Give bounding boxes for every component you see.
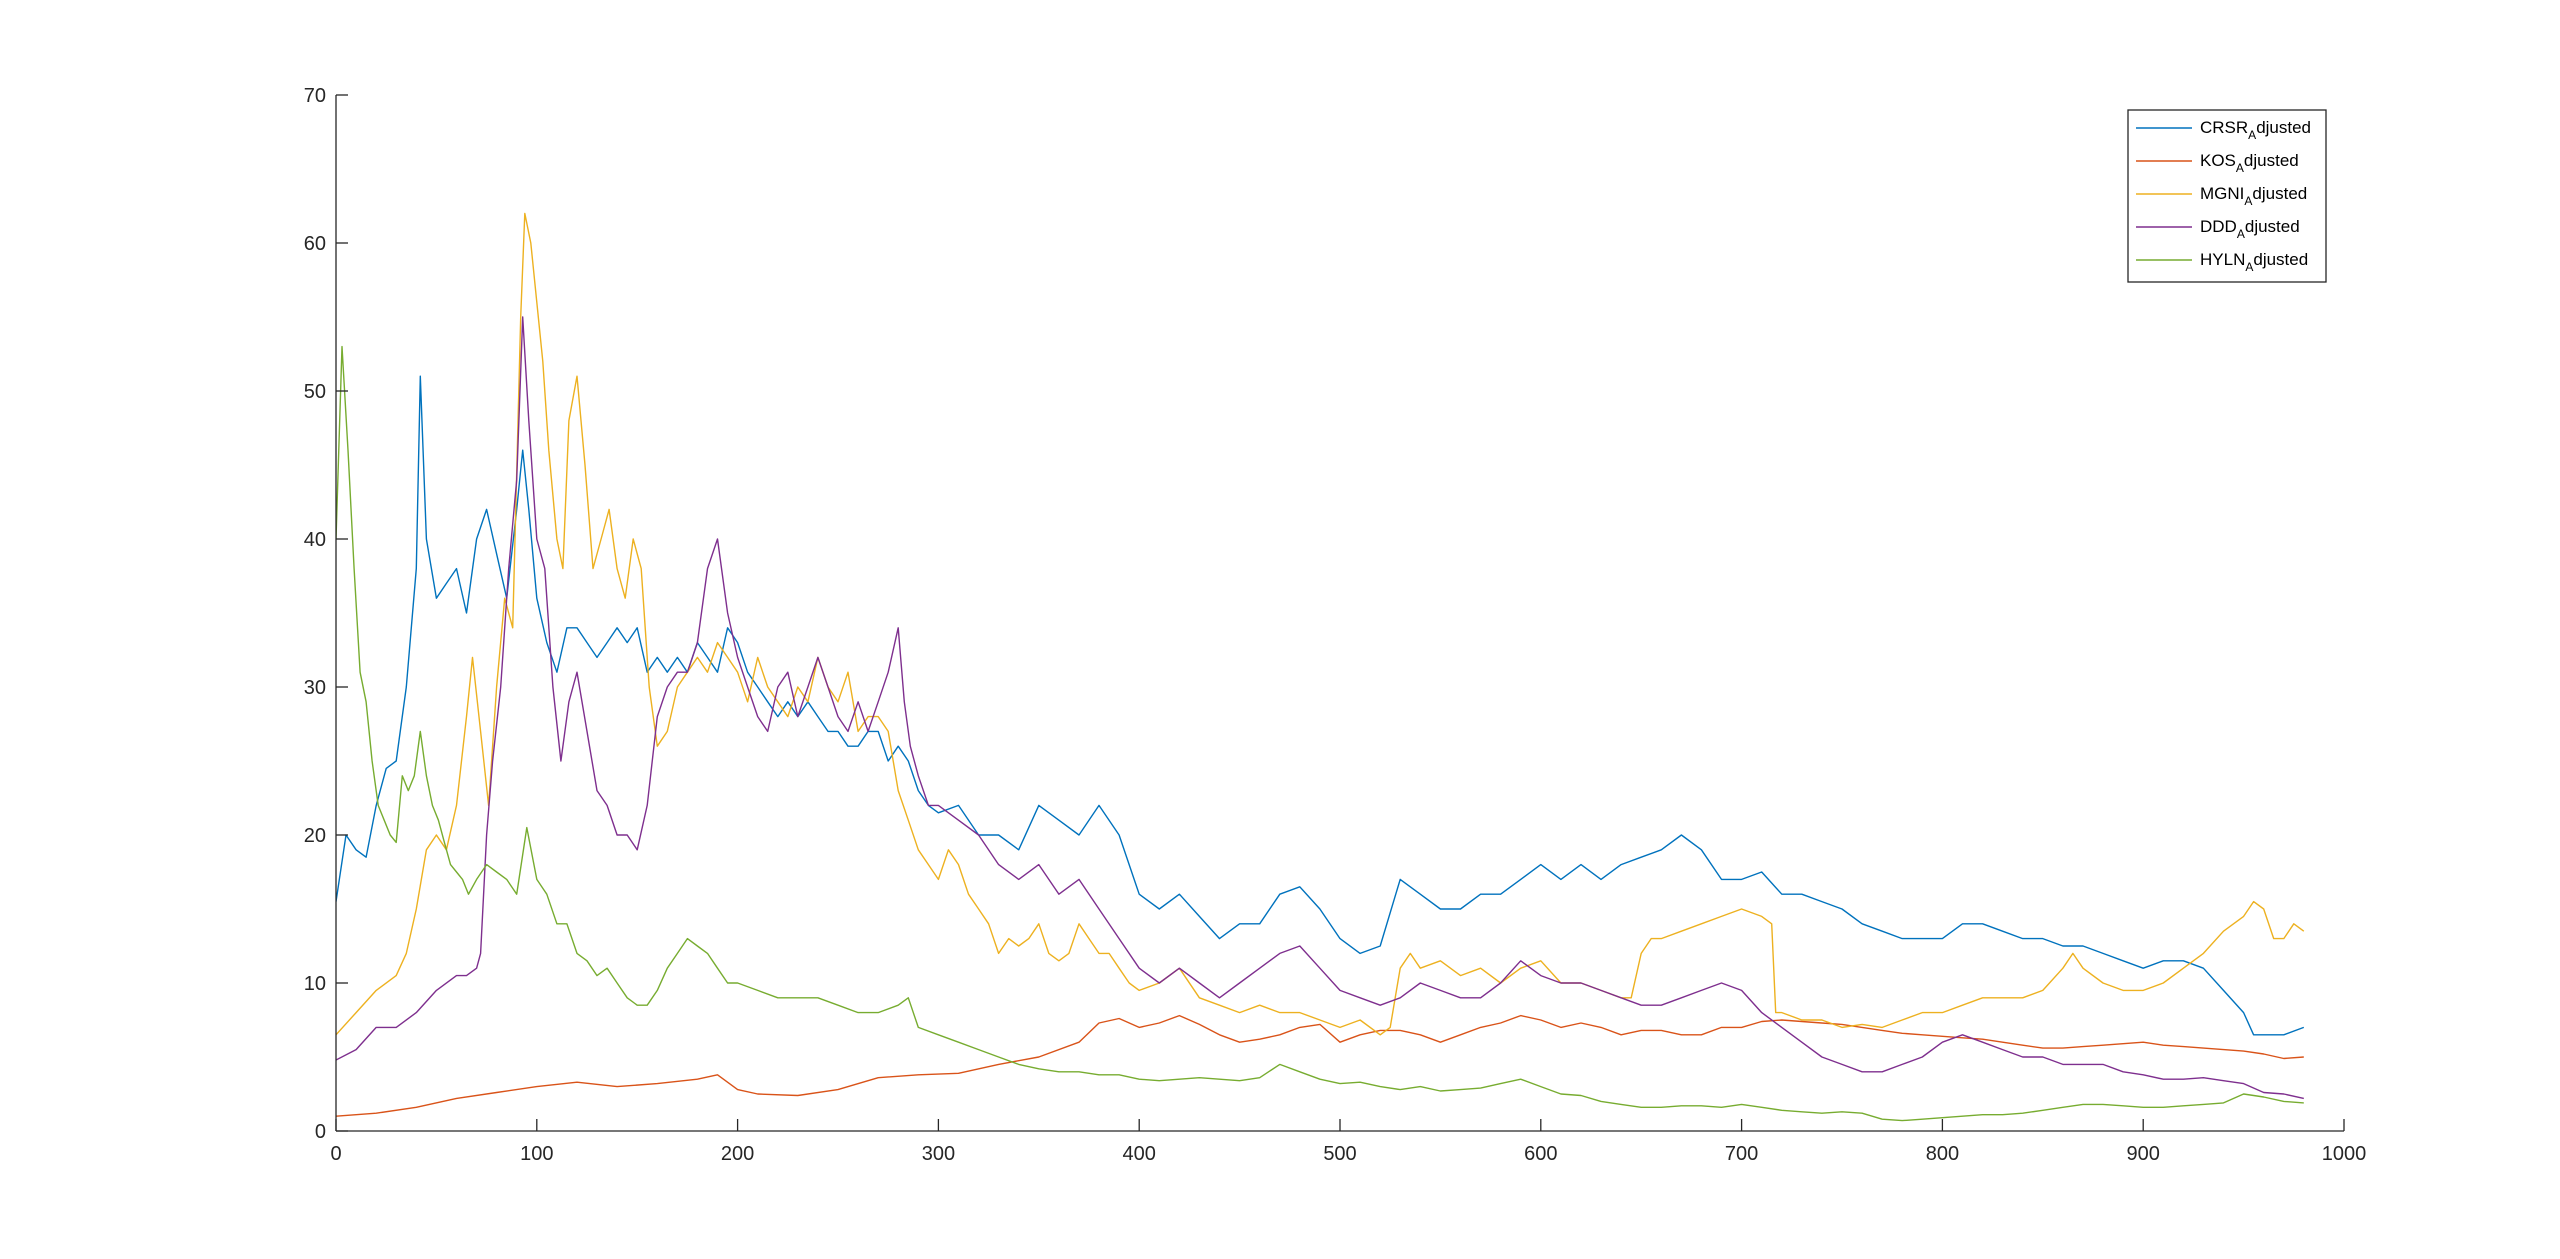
series-line-mgni [336, 212, 2305, 1036]
x-tick-label: 400 [1123, 1143, 1156, 1165]
x-tick-label: 1000 [2322, 1143, 2367, 1165]
x-tick-label: 500 [1323, 1143, 1356, 1165]
plot-area [336, 212, 2305, 1122]
legend-label-kos: KOSAdjusted [2200, 151, 2299, 175]
legend-box [2127, 109, 2327, 283]
series-line-kos [336, 1014, 2304, 1117]
legend-label-crsr: CRSRAdjusted [2200, 118, 2311, 142]
y-tick-label: 10 [304, 973, 326, 995]
x-ticks: 0 100 200 300 400 500 600 700 800 900 1000 [330, 1119, 2366, 1165]
axes-layer: 0 100 200 300 400 500 600 700 800 900 1000 0 10 20 30… [304, 85, 2367, 1165]
x-tick-label: 200 [721, 1143, 754, 1165]
series-line-ddd [336, 316, 2304, 1100]
y-tick-label: 30 [304, 677, 326, 699]
legend: CRSRAdjusted KOSAdjusted MGNIAdjusted DDDAd… [2127, 109, 2327, 283]
y-tick-label: 60 [304, 233, 326, 255]
series-layer [336, 212, 2305, 1122]
legend-label-hyln: HYLNAdjusted [2200, 250, 2308, 274]
y-tick-label: 70 [304, 85, 326, 107]
y-tick-label: 40 [304, 529, 326, 551]
series-line-hyln [336, 345, 2304, 1122]
y-ticks: 0 10 20 30 40 50 60 70 [304, 85, 348, 1143]
legend-label-ddd: DDDAdjusted [2200, 217, 2300, 241]
x-tick-label: 100 [520, 1143, 553, 1165]
x-tick-label: 300 [922, 1143, 955, 1165]
x-tick-label: 900 [2127, 1143, 2160, 1165]
x-tick-label: 0 [330, 1143, 341, 1165]
x-tick-label: 800 [1926, 1143, 1959, 1165]
y-tick-label: 20 [304, 825, 326, 847]
x-tick-label: 700 [1725, 1143, 1758, 1165]
y-tick-label: 0 [315, 1121, 326, 1143]
legend-label-mgni: MGNIAdjusted [2200, 184, 2307, 208]
y-tick-label: 50 [304, 381, 326, 403]
x-tick-label: 600 [1524, 1143, 1557, 1165]
series-line-crsr [336, 375, 2305, 1036]
legend-items: CRSRAdjusted KOSAdjusted MGNIAdjusted DDDAd… [2136, 118, 2311, 274]
